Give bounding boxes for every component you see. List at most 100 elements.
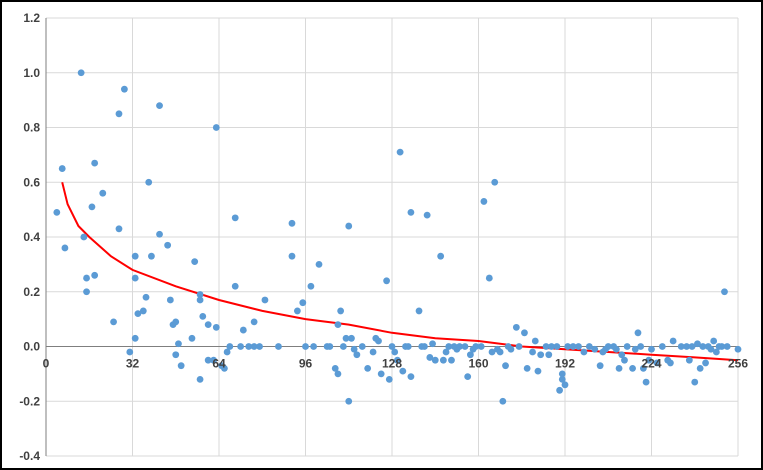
data-point [212, 124, 220, 131]
data-point [337, 307, 345, 315]
data-point [507, 345, 515, 353]
data-point [556, 386, 563, 394]
x-tick-labels: 0 32 64 96 128 160 192 224 256 [43, 357, 749, 371]
data-point [407, 208, 415, 216]
data-point [261, 296, 269, 304]
data-point [83, 274, 90, 282]
data-point [429, 340, 436, 348]
data-point [172, 351, 180, 359]
data-point [523, 365, 531, 372]
data-point [423, 211, 431, 219]
data-point [442, 348, 450, 356]
data-point [375, 337, 382, 345]
data-point [634, 329, 642, 337]
data-point [580, 348, 588, 356]
data-point [288, 219, 296, 227]
data-point [139, 307, 147, 315]
data-point [564, 343, 572, 350]
data-point [369, 348, 377, 356]
data-point [299, 299, 307, 307]
data-point [364, 365, 372, 372]
y-tick-label: -0.4 [19, 449, 40, 463]
data-point [685, 356, 693, 364]
data-point [342, 334, 350, 342]
data-point [718, 343, 726, 350]
y-tick-label: 0.8 [23, 121, 40, 135]
data-point [612, 345, 620, 353]
data-point [250, 318, 258, 326]
data-point [210, 356, 217, 364]
data-point [637, 343, 645, 350]
data-point [642, 378, 650, 386]
data-point [80, 233, 88, 241]
data-point [734, 345, 742, 353]
x-tick-label: 0 [43, 357, 50, 371]
data-point [431, 356, 439, 364]
data-point [166, 296, 174, 304]
data-point [466, 351, 474, 359]
data-point [131, 252, 139, 260]
data-point [537, 351, 545, 359]
data-point [529, 348, 536, 356]
data-point [477, 343, 485, 350]
data-point [699, 343, 707, 350]
data-point [348, 334, 355, 342]
data-point [448, 356, 455, 364]
data-point [237, 343, 245, 350]
data-point [585, 343, 593, 350]
data-point [91, 159, 99, 167]
data-point [499, 397, 507, 405]
data-point [156, 230, 163, 238]
data-point [512, 323, 520, 331]
data-point [83, 288, 90, 296]
data-point [91, 271, 99, 279]
data-point [239, 326, 247, 334]
data-point [542, 343, 550, 350]
data-point [231, 282, 239, 290]
y-tick-labels: -0.4 -0.2 0.0 0.2 0.4 0.6 0.8 1.0 1.2 [19, 11, 40, 463]
data-point [334, 370, 342, 378]
data-point [120, 85, 128, 93]
data-point [669, 337, 677, 345]
data-point [426, 354, 434, 361]
data-point [712, 348, 720, 356]
y-tick-label: 0.2 [23, 285, 40, 299]
data-point [212, 323, 220, 331]
data-point [385, 375, 393, 383]
data-point [358, 343, 366, 350]
data-point [480, 198, 488, 205]
data-point [326, 343, 334, 350]
data-point [131, 274, 139, 282]
data-point [645, 356, 653, 364]
data-point [439, 356, 447, 364]
data-point [558, 370, 566, 378]
data-point [110, 318, 117, 326]
data-point [172, 318, 180, 326]
data-point [199, 312, 207, 320]
data-point [639, 365, 647, 372]
data-point [488, 348, 496, 356]
data-point [156, 102, 163, 109]
data-point [53, 208, 61, 216]
data-point [99, 189, 107, 197]
data-point [604, 343, 612, 350]
data-point [196, 296, 204, 304]
data-point [396, 148, 404, 156]
data-point [191, 258, 199, 266]
data-point [188, 334, 196, 342]
data-point [250, 343, 258, 350]
data-point [175, 340, 182, 348]
data-point [353, 351, 361, 359]
data-point [61, 244, 69, 252]
data-point [688, 343, 696, 350]
data-point [621, 356, 628, 364]
data-point [399, 367, 407, 375]
data-point [204, 321, 212, 328]
data-point [245, 343, 253, 350]
data-point [623, 343, 631, 350]
data-point [388, 343, 396, 350]
x-tick-label: 128 [382, 357, 402, 371]
data-point [515, 343, 523, 350]
data-point [145, 178, 153, 186]
